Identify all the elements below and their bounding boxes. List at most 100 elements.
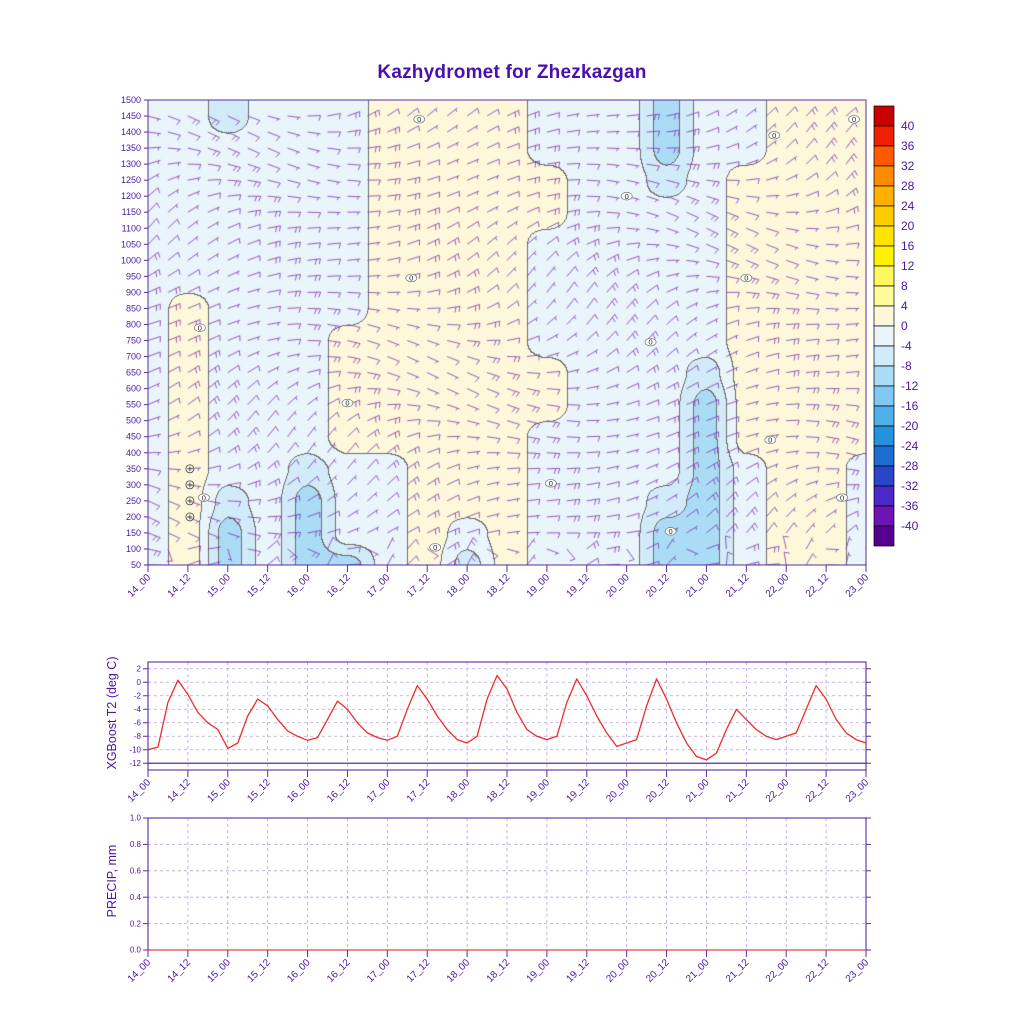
svg-text:350: 350 [126, 464, 141, 474]
svg-text:15_00: 15_00 [205, 572, 233, 600]
svg-text:21_12: 21_12 [724, 572, 752, 600]
svg-text:-36: -36 [901, 499, 919, 513]
svg-text:19_00: 19_00 [525, 957, 553, 985]
svg-text:-10: -10 [129, 745, 141, 754]
chart-title: Kazhydromet for Zhezkazgan [377, 62, 647, 83]
svg-text:20_00: 20_00 [604, 777, 632, 805]
svg-text:20: 20 [901, 219, 915, 233]
svg-text:1100: 1100 [122, 223, 141, 233]
svg-text:19_00: 19_00 [525, 572, 553, 600]
svg-text:0: 0 [417, 115, 421, 124]
svg-text:-12: -12 [129, 759, 141, 768]
svg-text:17_12: 17_12 [405, 777, 433, 805]
svg-text:17_00: 17_00 [365, 957, 393, 985]
svg-text:-4: -4 [134, 705, 142, 714]
svg-text:700: 700 [126, 352, 141, 362]
svg-text:0: 0 [345, 399, 349, 408]
svg-text:0.8: 0.8 [130, 840, 142, 849]
svg-text:15_00: 15_00 [205, 777, 233, 805]
svg-text:1050: 1050 [121, 239, 141, 249]
svg-text:16: 16 [901, 239, 915, 253]
svg-text:-16: -16 [901, 399, 919, 413]
temperature-contour-wind-canvas [148, 100, 866, 565]
svg-text:22_00: 22_00 [764, 572, 792, 600]
svg-text:1450: 1450 [121, 111, 141, 121]
svg-text:-20: -20 [901, 419, 919, 433]
svg-text:-32: -32 [901, 479, 919, 493]
svg-text:750: 750 [126, 336, 141, 346]
svg-text:18_12: 18_12 [485, 957, 513, 985]
svg-text:8: 8 [901, 279, 908, 293]
colorbar: 4036322824201612840-4-8-12-16-20-24-28-3… [873, 105, 919, 547]
svg-text:20_00: 20_00 [604, 572, 632, 600]
svg-text:19_12: 19_12 [564, 957, 592, 985]
svg-text:16_12: 16_12 [325, 572, 353, 600]
svg-text:16_00: 16_00 [285, 572, 313, 600]
svg-text:0: 0 [772, 131, 776, 140]
svg-text:20_12: 20_12 [644, 777, 672, 805]
svg-text:850: 850 [126, 303, 141, 313]
svg-text:0: 0 [744, 274, 748, 283]
svg-text:150: 150 [126, 528, 141, 538]
svg-text:22_00: 22_00 [764, 957, 792, 985]
svg-text:19_12: 19_12 [564, 777, 592, 805]
svg-text:18_00: 18_00 [445, 572, 473, 600]
svg-text:21_00: 21_00 [684, 957, 712, 985]
svg-text:23_00: 23_00 [844, 572, 872, 600]
svg-text:21_12: 21_12 [724, 777, 752, 805]
svg-text:0: 0 [649, 338, 653, 347]
svg-text:0: 0 [625, 192, 629, 201]
svg-text:0: 0 [852, 115, 856, 124]
svg-text:-40: -40 [901, 519, 919, 533]
svg-text:18_12: 18_12 [485, 777, 513, 805]
svg-text:14_00: 14_00 [126, 777, 154, 805]
svg-text:650: 650 [126, 368, 141, 378]
svg-text:14_12: 14_12 [166, 957, 194, 985]
svg-text:0.6: 0.6 [130, 867, 142, 876]
svg-text:14_12: 14_12 [166, 572, 194, 600]
svg-text:0: 0 [901, 319, 908, 333]
svg-text:0: 0 [768, 436, 772, 445]
svg-text:950: 950 [126, 271, 141, 281]
svg-text:12: 12 [901, 259, 915, 273]
svg-text:100: 100 [126, 544, 141, 554]
svg-text:0: 0 [198, 323, 202, 332]
svg-text:50: 50 [131, 560, 141, 570]
svg-text:24: 24 [901, 199, 915, 213]
svg-text:18_00: 18_00 [445, 957, 473, 985]
svg-text:1350: 1350 [121, 143, 141, 153]
svg-text:1300: 1300 [121, 159, 141, 169]
svg-text:15_00: 15_00 [205, 957, 233, 985]
svg-text:19_00: 19_00 [525, 777, 553, 805]
svg-text:18_00: 18_00 [445, 777, 473, 805]
precip-chart: 1.0 0.8 0.6 0.4 0.2 0.0 14_00 14_12 15_00 15_12 16… [126, 814, 872, 985]
svg-text:2: 2 [137, 664, 142, 673]
svg-text:-2: -2 [134, 691, 142, 700]
svg-text:14_00: 14_00 [126, 957, 154, 985]
svg-text:1.0: 1.0 [130, 814, 142, 823]
svg-text:15_12: 15_12 [245, 777, 273, 805]
svg-text:550: 550 [126, 400, 141, 410]
svg-text:16_00: 16_00 [285, 777, 313, 805]
svg-text:36: 36 [901, 139, 915, 153]
svg-text:16_12: 16_12 [325, 957, 353, 985]
svg-text:40: 40 [901, 119, 915, 133]
svg-text:16_00: 16_00 [285, 957, 313, 985]
svg-text:21_00: 21_00 [684, 777, 712, 805]
svg-text:22_12: 22_12 [804, 777, 832, 805]
svg-text:21_12: 21_12 [724, 957, 752, 985]
svg-text:-12: -12 [901, 379, 919, 393]
svg-text:19_12: 19_12 [564, 572, 592, 600]
svg-text:20_12: 20_12 [644, 957, 672, 985]
svg-text:-28: -28 [901, 459, 919, 473]
svg-text:400: 400 [126, 448, 141, 458]
svg-text:0.4: 0.4 [130, 893, 142, 902]
svg-text:15_12: 15_12 [245, 957, 273, 985]
svg-text:1200: 1200 [121, 191, 141, 201]
svg-text:0: 0 [433, 543, 437, 552]
svg-text:14_12: 14_12 [166, 777, 194, 805]
svg-text:0: 0 [137, 678, 142, 687]
svg-text:-6: -6 [134, 718, 142, 727]
